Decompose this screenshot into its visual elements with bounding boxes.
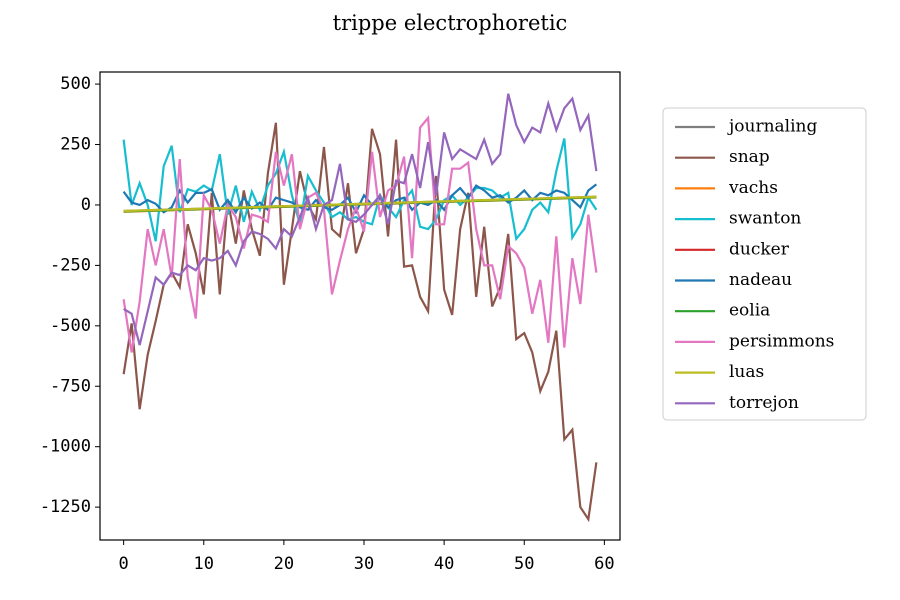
legend-label: torrejon: [729, 393, 799, 413]
y-tick-label: 0: [81, 195, 91, 215]
x-tick-label: 20: [274, 554, 294, 574]
plot-area: [122, 93, 598, 523]
x-tick-label: 60: [594, 554, 614, 574]
x-tick-label: 40: [434, 554, 454, 574]
series-line: [123, 195, 597, 213]
legend-label: luas: [729, 362, 764, 382]
legend-label: journaling: [727, 117, 817, 137]
chart-title: trippe electrophoretic: [333, 11, 568, 35]
legend-label: nadeau: [729, 270, 792, 290]
series-line: [122, 122, 598, 523]
legend-label: vachs: [728, 178, 778, 198]
x-tick-label: 10: [194, 554, 214, 574]
series-line: [123, 93, 598, 346]
series-line: [122, 138, 598, 242]
y-tick-label: 500: [60, 74, 91, 94]
y-tick-label: -1000: [40, 437, 91, 457]
y-tick-label: -500: [50, 316, 91, 336]
legend-label: swanton: [729, 209, 801, 229]
y-tick-label: -750: [50, 376, 91, 396]
y-tick-label: -1250: [40, 497, 91, 517]
legend-label: eolia: [729, 301, 770, 321]
y-tick-label: 250: [60, 135, 91, 155]
series-line: [122, 115, 598, 353]
y-tick-label: -250: [50, 255, 91, 275]
legend-label: snap: [729, 147, 770, 167]
legend-label: ducker: [729, 239, 790, 259]
x-tick-label: 0: [119, 554, 129, 574]
axes-frame: [99, 71, 621, 541]
x-tick-label: 50: [514, 554, 534, 574]
x-tick-label: 30: [354, 554, 374, 574]
legend-label: persimmons: [729, 331, 834, 351]
